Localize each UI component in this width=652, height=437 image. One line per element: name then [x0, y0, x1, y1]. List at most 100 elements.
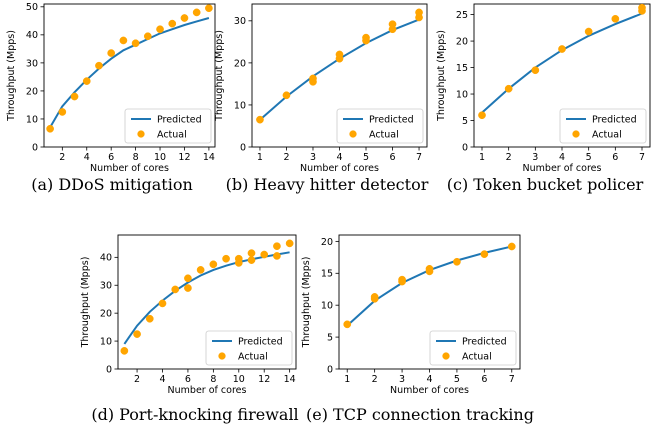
x-tick-label: 6 — [612, 152, 618, 163]
data-point-actual — [168, 19, 177, 28]
legend-label-actual: Actual — [369, 130, 399, 141]
x-tick-label: 7 — [509, 374, 515, 385]
data-point-actual — [171, 285, 180, 294]
x-tick-label: 5 — [363, 152, 369, 163]
data-point-actual — [107, 49, 116, 57]
data-point-actual — [362, 33, 370, 42]
y-tick-label: 30 — [234, 16, 246, 27]
y-tick-label: 40 — [26, 30, 38, 41]
x-tick-label: 6 — [390, 152, 396, 163]
legend-label-predicted: Predicted — [592, 115, 637, 126]
data-point-actual — [234, 254, 243, 263]
data-point-actual — [196, 266, 205, 274]
data-point-actual — [145, 314, 154, 323]
x-tick-label: 10 — [154, 152, 166, 163]
x-tick-label: 7 — [639, 152, 645, 163]
legend-label-predicted: Predicted — [238, 337, 283, 348]
chart-caption: (e) TCP connection tracking — [306, 405, 534, 424]
y-tick-label: 10 — [234, 100, 246, 111]
y-tick-label: 50 — [26, 2, 38, 13]
legend: Predicted Actual — [205, 330, 293, 366]
data-point-actual — [282, 91, 291, 100]
data-point-actual — [558, 45, 566, 53]
chart-panel-2: 1 2 3 4 5 6 7 0 10 20 30 Number of cores Throughput … — [214, 3, 429, 194]
x-tick-label: 1 — [479, 152, 485, 163]
x-tick-label: 12 — [178, 152, 190, 163]
x-tick-label: 6 — [185, 374, 191, 385]
legend-label-predicted: Predicted — [462, 337, 507, 348]
x-axis-label: Number of cores — [523, 163, 602, 174]
data-point-actual — [156, 25, 164, 34]
y-axis-label: Throughput (Mpps) — [80, 257, 91, 349]
x-axis-label: Number of cores — [90, 163, 169, 174]
data-point-actual — [82, 77, 91, 85]
series-line-predicted — [346, 245, 513, 327]
data-point-actual — [184, 284, 192, 292]
y-tick-label: 10 — [456, 89, 468, 100]
y-tick-label: 5 — [327, 332, 333, 343]
data-point-actual — [143, 32, 152, 41]
legend-dot-swatch — [218, 352, 226, 360]
legend: Predicted Actual — [559, 108, 647, 144]
x-tick-label: 5 — [586, 152, 592, 163]
data-point-actual — [133, 330, 141, 338]
data-point-actual — [611, 14, 620, 23]
legend-box — [205, 330, 293, 366]
legend-label-actual: Actual — [238, 352, 268, 363]
x-tick-label: 1 — [344, 374, 350, 385]
y-axis-label: Throughput (Mpps) — [6, 30, 17, 122]
x-tick-label: 3 — [399, 374, 405, 385]
chart-panel-1: 2 4 6 8 10 12 14 0 10 20 30 40 50 Number of cores Thro… — [6, 2, 216, 194]
y-tick-label: 0 — [327, 364, 333, 375]
legend: Predicted Actual — [336, 108, 424, 144]
chart-panel-4: 2 4 6 8 10 12 14 0 10 20 30 40 Number of cores Throug… — [80, 234, 299, 424]
chart-caption: (c) Token bucket policer — [447, 175, 644, 194]
x-tick-label: 3 — [310, 152, 316, 163]
x-tick-label: 2 — [59, 152, 65, 163]
x-tick-label: 8 — [210, 374, 216, 385]
legend-dot-swatch — [442, 352, 450, 360]
y-axis-label: Throughput (Mpps) — [214, 30, 225, 122]
data-point-actual — [180, 14, 189, 22]
x-tick-label: 2 — [506, 152, 512, 163]
data-point-actual — [58, 108, 67, 116]
data-point-actual — [184, 274, 192, 283]
data-point-actual — [531, 66, 540, 75]
legend-label-actual: Actual — [462, 352, 492, 363]
legend: Predicted Actual — [429, 330, 517, 366]
data-point-actual — [398, 275, 406, 284]
data-point-actual — [309, 74, 317, 83]
y-tick-label: 20 — [26, 86, 38, 97]
y-tick-label: 25 — [456, 10, 468, 21]
data-point-actual — [415, 8, 423, 17]
y-axis-label: Throughput (Mpps) — [301, 257, 312, 349]
data-point-actual — [638, 3, 646, 12]
x-tick-label: 10 — [233, 374, 245, 385]
data-point-actual — [388, 20, 397, 29]
legend-box — [429, 330, 517, 366]
data-point-actual — [584, 27, 593, 36]
data-point-actual — [425, 264, 434, 273]
data-point-actual — [131, 39, 140, 48]
x-axis-label: Number of cores — [300, 163, 379, 174]
legend-dot-swatch — [572, 130, 580, 138]
x-tick-label: 4 — [336, 152, 342, 163]
x-tick-label: 4 — [84, 152, 90, 163]
x-tick-label: 4 — [559, 152, 565, 163]
data-point-actual — [192, 8, 201, 17]
data-point-actual — [119, 36, 128, 45]
data-point-actual — [70, 92, 79, 101]
series-line-predicted — [259, 18, 420, 121]
legend-box — [336, 108, 424, 144]
data-point-actual — [247, 249, 256, 257]
plot-frame — [43, 3, 216, 148]
x-axis-label: Number of cores — [390, 385, 469, 396]
data-point-actual — [335, 50, 344, 59]
data-point-actual — [256, 115, 264, 124]
data-point-actual — [507, 242, 516, 251]
legend-box — [559, 108, 647, 144]
legend-dot-swatch — [349, 130, 357, 138]
y-tick-label: 0 — [240, 142, 246, 153]
data-point-actual — [158, 299, 167, 308]
